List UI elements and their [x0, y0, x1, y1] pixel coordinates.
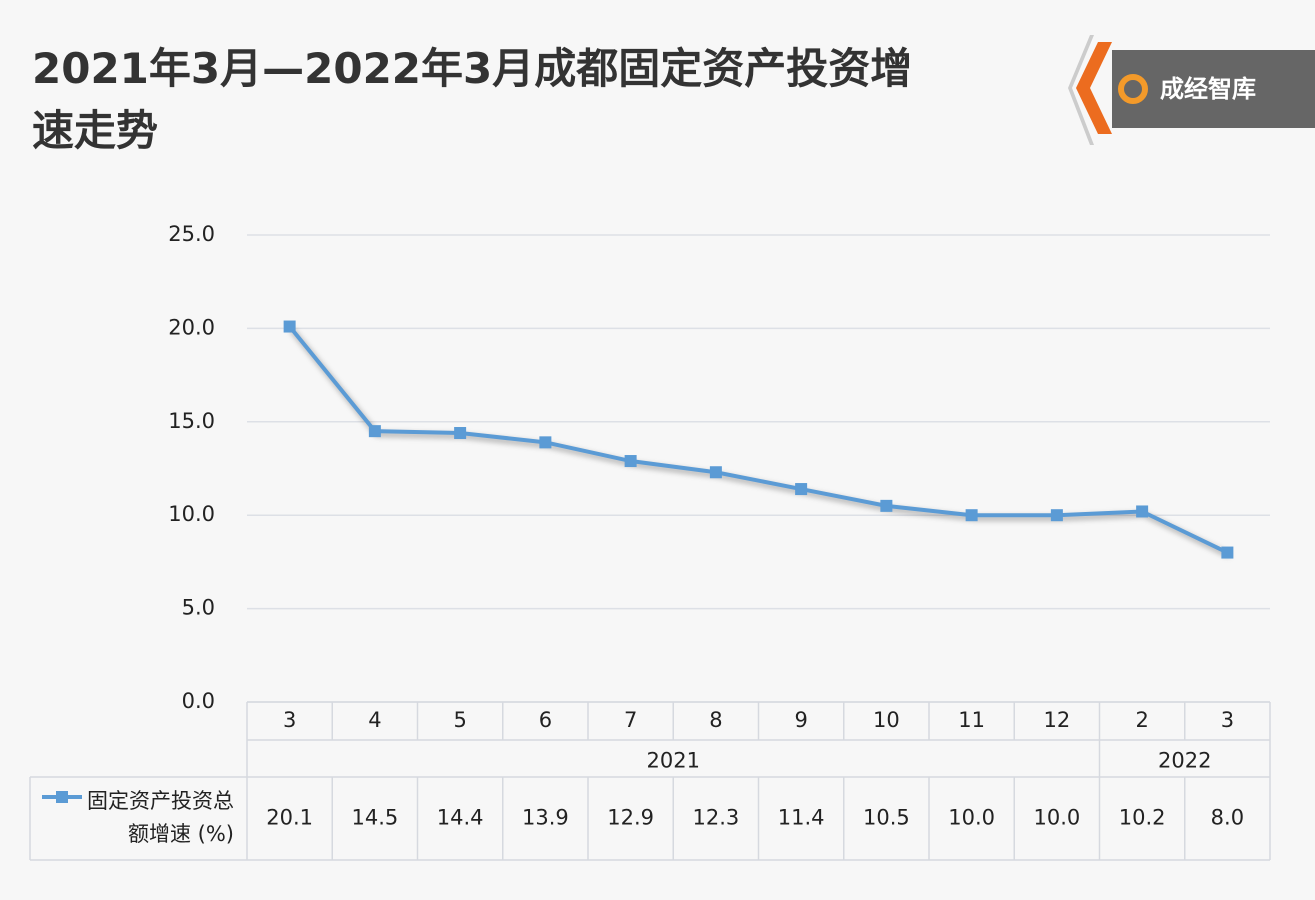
- x-tick-label: 11: [958, 708, 985, 732]
- x-tick-label: 3: [283, 708, 296, 732]
- data-point: [1221, 546, 1234, 559]
- series-line: [288, 325, 1229, 555]
- y-tick-label: 25.0: [168, 222, 215, 246]
- legend-marker: [56, 791, 68, 803]
- logo-icon: [1118, 74, 1148, 104]
- y-tick-label: 0.0: [182, 689, 215, 713]
- y-tick-label: 15.0: [168, 409, 215, 433]
- logo-decor: [1068, 35, 1094, 145]
- x-tick-label: 12: [1044, 708, 1071, 732]
- data-table-value: 12.3: [692, 806, 739, 830]
- data-point: [709, 466, 722, 479]
- data-point: [368, 425, 381, 438]
- logo-chevron: [1076, 42, 1112, 134]
- x-tick-label: 7: [624, 708, 637, 732]
- data-table-value: 14.5: [351, 806, 398, 830]
- data-table-value: 11.4: [778, 806, 825, 830]
- x-tick-label: 4: [368, 708, 381, 732]
- x-tick-label: 3: [1221, 708, 1234, 732]
- y-tick-label: 20.0: [168, 315, 215, 339]
- x-tick-label: 2: [1135, 708, 1148, 732]
- group-label: 2022: [1158, 749, 1211, 773]
- y-tick-label: 10.0: [168, 502, 215, 526]
- data-table-value: 10.0: [1033, 806, 1080, 830]
- logo-text: 成经智库: [1160, 75, 1256, 103]
- data-point: [624, 455, 637, 468]
- data-point: [795, 483, 808, 496]
- group-label: 2021: [647, 749, 700, 773]
- data-point: [1050, 509, 1063, 522]
- legend-label: 固定资产投资总额增速 (%): [87, 789, 234, 846]
- data-table-value: 10.2: [1119, 806, 1166, 830]
- data-table-value: 14.4: [437, 806, 484, 830]
- data-point: [539, 436, 552, 449]
- x-tick-label: 6: [539, 708, 552, 732]
- data-point: [965, 509, 978, 522]
- chart-title: 2021年3月—2022年3月成都固定资产投资增速走势: [32, 44, 913, 155]
- x-tick-label: 8: [709, 708, 722, 732]
- data-point: [283, 320, 296, 333]
- data-table-value: 8.0: [1211, 806, 1244, 830]
- x-tick-label: 10: [873, 708, 900, 732]
- x-tick-label: 5: [453, 708, 466, 732]
- data-point: [454, 427, 467, 440]
- y-tick-label: 5.0: [182, 596, 215, 620]
- data-table-value: 20.1: [266, 806, 313, 830]
- data-table-value: 10.5: [863, 806, 910, 830]
- data-table-value: 13.9: [522, 806, 569, 830]
- x-tick-label: 9: [794, 708, 807, 732]
- data-point: [1136, 505, 1149, 518]
- data-table-value: 10.0: [948, 806, 995, 830]
- data-table-value: 12.9: [607, 806, 654, 830]
- data-point: [880, 499, 893, 512]
